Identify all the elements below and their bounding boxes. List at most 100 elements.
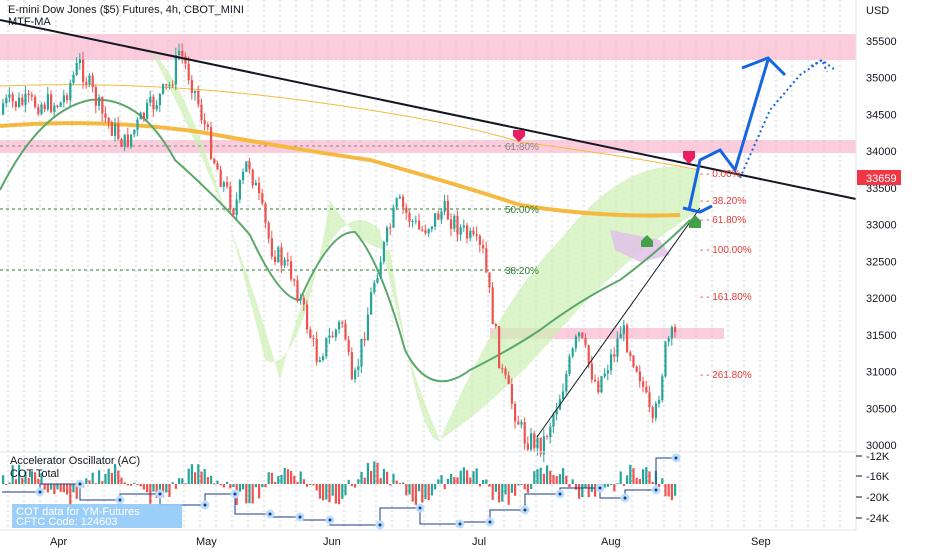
oscillator-bar (299, 471, 302, 484)
candle-body (222, 182, 225, 187)
oscillator-bar (302, 479, 305, 484)
oscillator-bar (635, 477, 638, 484)
candle-body (568, 356, 571, 375)
oscillator-axis-ticks: -12K -16K -20K -24K (856, 451, 890, 525)
oscillator-bar (437, 479, 440, 484)
time-tick-label: Aug (601, 536, 621, 548)
oscillator-bar (21, 477, 24, 484)
fib-label-left-61: 61.80% (505, 142, 539, 153)
oscillator-bar (418, 484, 421, 492)
candle-body (46, 94, 49, 110)
descending-trendline[interactable] (0, 19, 857, 200)
ascending-trendline[interactable] (536, 207, 701, 438)
candle-body (418, 220, 421, 230)
candle-body (11, 94, 14, 102)
price-tick-label: 31000 (866, 367, 897, 379)
candle-body (443, 200, 446, 212)
candle-body (571, 348, 574, 357)
oscillator-bar (565, 475, 568, 484)
cot-total-line (2, 457, 676, 526)
oscillator-bar (341, 484, 344, 499)
candle-body (165, 84, 168, 86)
oscillator-bar (306, 484, 309, 487)
oscillator-bar (283, 468, 286, 484)
oscillator-bar (427, 484, 430, 501)
candle-body (459, 227, 462, 235)
oscillator-bar (482, 479, 485, 484)
candle-body (565, 374, 568, 392)
oscillator-bar (91, 472, 94, 484)
candle-body (264, 203, 267, 223)
candle-body (136, 119, 139, 130)
candle-body (610, 354, 613, 371)
oscillator-bar (475, 468, 478, 484)
oscillator-bar (232, 484, 235, 488)
candle-body (334, 329, 337, 338)
last-price-label: 33659 (866, 173, 897, 185)
oscillator-bar (472, 471, 475, 484)
oscillator-bar (296, 481, 299, 484)
cot-total-dots (35, 453, 681, 530)
oscillator-bar (158, 484, 161, 492)
time-axis-ticks[interactable]: Apr May Jun Jul Aug Sep (50, 536, 771, 548)
oscillator-bar (27, 478, 30, 484)
osc-tick-label: -20K (866, 492, 890, 504)
oscillator-bar (130, 484, 133, 486)
oscillator-bar (402, 482, 405, 484)
candle-body (194, 90, 197, 93)
candle-body (408, 212, 411, 222)
oscillator-bar (162, 484, 165, 498)
oscillator-bar (178, 478, 181, 484)
oscillator-bar (30, 471, 33, 484)
candle-body (114, 123, 117, 136)
candle-body (315, 339, 318, 362)
candle-body (232, 208, 235, 216)
candle-body (514, 403, 517, 422)
price-axis-ticks[interactable]: 35500 35000 34500 34000 33500 33000 32500 32000… (866, 36, 897, 452)
candle-body (600, 376, 603, 393)
oscillator-bar (507, 484, 510, 505)
candle-body (350, 352, 353, 380)
cot-info-line1: COT data for YM-Futures (16, 506, 140, 518)
oscillator-bar (334, 484, 337, 504)
candle-body (485, 248, 488, 273)
cot-info-box (12, 504, 182, 528)
candle-body (398, 196, 401, 199)
candle-body (510, 384, 513, 404)
oscillator-bar (408, 484, 411, 495)
candle-body (203, 120, 206, 125)
cot-point (671, 453, 681, 463)
oscillator-bar (485, 479, 488, 484)
oscillator-bar (619, 471, 622, 484)
candle-body (629, 352, 632, 356)
candle-body (82, 59, 85, 82)
candle-body (574, 336, 577, 349)
candle-body (24, 93, 27, 105)
oscillator-bar (187, 468, 190, 484)
candle-body (155, 105, 158, 110)
cot-point (455, 519, 465, 529)
candle-body (357, 366, 360, 371)
price-candles (2, 43, 677, 463)
candle-body (66, 95, 69, 101)
candle-body (85, 81, 88, 85)
price-tick-label: 30500 (866, 403, 897, 415)
candle-body (184, 56, 187, 64)
candle-body (21, 97, 24, 105)
candle-body (386, 227, 389, 242)
time-tick-label: May (196, 536, 217, 548)
candle-body (126, 134, 129, 147)
candle-body (27, 93, 30, 96)
oscillator-bar (667, 484, 670, 497)
oscillator-bar (24, 471, 27, 484)
oscillator-bar (14, 479, 17, 484)
oscillator-bar (318, 484, 321, 499)
oscillator-bar (616, 483, 619, 485)
sell-marker-1 (513, 130, 525, 142)
oscillator-bar (462, 467, 465, 484)
candle-body (72, 74, 75, 83)
oscillator-bar (578, 484, 581, 499)
time-tick-label: Jun (323, 536, 341, 548)
candle-body (379, 261, 382, 279)
candle-body (402, 196, 405, 208)
